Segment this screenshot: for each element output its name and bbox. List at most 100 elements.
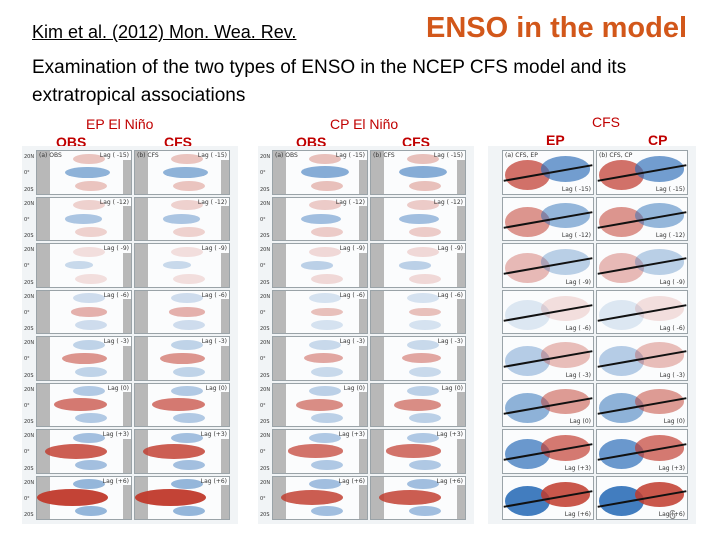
latitude-label: 20N — [260, 340, 271, 346]
lag-label: Lag ( -15) — [433, 152, 463, 159]
latitude-label: 20S — [24, 512, 34, 518]
latitude-label: 0° — [260, 263, 266, 270]
land-mass — [135, 244, 149, 287]
anomaly-contour — [308, 200, 341, 211]
anomaly-contour — [172, 413, 205, 424]
lag-label: Lag (+3) — [338, 431, 365, 438]
anomaly-contour — [170, 386, 203, 397]
map-panel: (b) CFS Lag ( -15) — [134, 150, 230, 195]
anomaly-contour — [406, 200, 439, 211]
depth-section-panel: Lag ( -6) — [596, 289, 688, 334]
latitude-label: 0° — [260, 170, 266, 177]
anomaly-contour — [62, 352, 108, 364]
map-panel: Lag (0) — [370, 382, 466, 427]
latitude-label: 20S — [260, 512, 270, 518]
anomaly-contour — [72, 339, 105, 350]
land-mass — [37, 244, 51, 287]
land-mass — [122, 206, 131, 240]
latitude-label: 0° — [24, 170, 30, 177]
latitude-label: 20S — [24, 233, 34, 239]
land-mass — [358, 159, 367, 194]
anomaly-contour — [406, 339, 439, 350]
anomaly-contour — [406, 153, 439, 164]
figure-row: Lag (+6) Lag (+6) — [488, 475, 696, 520]
latitude-label: 20S — [260, 233, 270, 239]
land-mass — [456, 252, 465, 287]
latitude-label: 20S — [260, 186, 270, 193]
anomaly-contour — [288, 444, 344, 459]
anomaly-contour — [172, 366, 205, 377]
lag-label: Lag ( -15) — [561, 185, 591, 193]
figure-row: Lag ( -12) Lag ( -12) — [488, 196, 696, 241]
anomaly-contour — [399, 213, 439, 224]
lag-label: Lag ( -6) — [659, 325, 685, 332]
land-mass — [37, 337, 51, 380]
land-mass — [135, 290, 149, 333]
anomaly-contour — [143, 443, 206, 459]
land-mass — [371, 430, 385, 473]
anomaly-contour — [72, 432, 105, 443]
map-panel: Lag (+6) — [272, 475, 368, 520]
figure-row: Lag (+3) Lag (+3) — [488, 429, 696, 474]
anomaly-contour — [301, 166, 349, 179]
lag-label: Lag (+3) — [564, 464, 591, 472]
land-mass — [122, 252, 131, 287]
lag-label: Lag ( -9) — [437, 245, 463, 252]
lag-label: Lag ( -12) — [655, 232, 685, 239]
lag-label: Lag ( -9) — [659, 278, 685, 286]
land-mass — [358, 485, 367, 519]
cp-el-nino-label: CP El Niño — [330, 116, 399, 132]
land-mass — [37, 383, 51, 426]
anomaly-contour — [310, 413, 343, 424]
anomaly-contour — [310, 506, 343, 517]
depth-section-panel: Lag (+6) — [502, 475, 594, 520]
anomaly-contour — [399, 166, 447, 179]
ep-el-nino-label: EP El Niño — [86, 116, 154, 132]
lag-label: Lag (+6) — [102, 477, 129, 485]
cfs-top-label: CFS — [592, 114, 620, 130]
anomaly-contour — [394, 398, 442, 411]
anomaly-contour — [45, 443, 108, 459]
map-panel: (a) OBS Lag ( -15) — [36, 150, 132, 195]
figure-row: Lag ( -9) Lag ( -9) — [488, 243, 696, 288]
lag-label: Lag (0) — [107, 384, 129, 392]
anomaly-contour — [72, 153, 105, 164]
figure-row: 20N 0° 20S Lag ( -3) Lag ( -3) — [258, 336, 474, 381]
lag-label: Lag (+6) — [436, 477, 463, 485]
land-mass — [358, 345, 367, 380]
map-panel: Lag (+3) — [272, 429, 368, 474]
anomaly-contour — [406, 246, 439, 257]
map-panel: Lag (+6) — [36, 475, 132, 520]
latitude-label: 0° — [260, 449, 266, 456]
latitude-label: 0° — [24, 309, 30, 316]
lag-label: Lag ( -3) — [659, 371, 685, 379]
lag-label: Lag (+6) — [564, 511, 591, 518]
lag-label: Lag ( -12) — [335, 198, 365, 206]
land-mass — [122, 485, 131, 519]
lag-label: Lag (+3) — [658, 464, 685, 472]
anomaly-contour — [408, 320, 441, 331]
figure-row: 20N 0° 20S Lag (+6) Lag (+6) — [22, 475, 238, 520]
anomaly-contour — [170, 293, 203, 304]
land-mass — [456, 438, 465, 473]
map-panel: Lag ( -6) — [272, 289, 368, 334]
anomaly-contour — [170, 432, 203, 443]
latitude-label: 20N — [260, 200, 271, 207]
figure-row: 20N 0° 20S Lag ( -6) Lag ( -6) — [258, 289, 474, 334]
lag-label: Lag (+6) — [200, 477, 227, 485]
anomaly-contour — [310, 459, 343, 470]
panel-title: (a) OBS — [275, 152, 298, 159]
latitude-label: 20N — [24, 200, 35, 207]
latitude-label: 0° — [24, 263, 30, 270]
anomaly-contour — [308, 153, 341, 164]
lag-label: Lag (0) — [569, 418, 591, 425]
latitude-label: 20N — [24, 293, 35, 300]
anomaly-contour — [408, 506, 441, 517]
figure-row: 20N 0° 20S (a) OBS Lag ( -15) (b) CFS Lag ( -1… — [22, 150, 238, 195]
lag-label: Lag ( -3) — [339, 338, 365, 345]
map-panel: Lag ( -12) — [370, 196, 466, 241]
map-panel: Lag ( -12) — [36, 196, 132, 241]
latitude-label: 20S — [24, 465, 34, 472]
slide-title: ENSO in the model — [426, 12, 688, 44]
anomaly-contour — [408, 227, 441, 238]
